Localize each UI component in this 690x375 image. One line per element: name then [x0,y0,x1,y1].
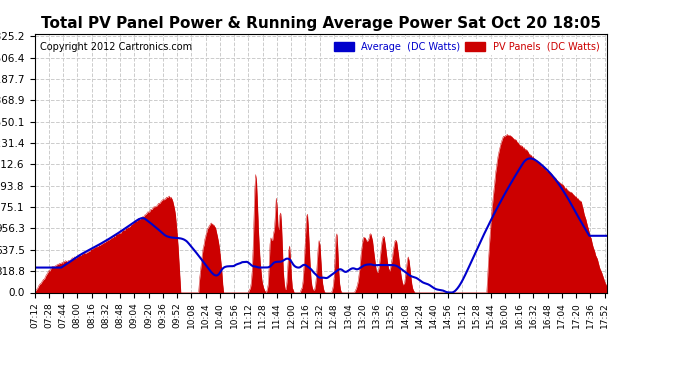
Legend: Average  (DC Watts), PV Panels  (DC Watts): Average (DC Watts), PV Panels (DC Watts) [331,39,602,54]
Text: Copyright 2012 Cartronics.com: Copyright 2012 Cartronics.com [40,42,193,51]
Title: Total PV Panel Power & Running Average Power Sat Oct 20 18:05: Total PV Panel Power & Running Average P… [41,16,601,31]
